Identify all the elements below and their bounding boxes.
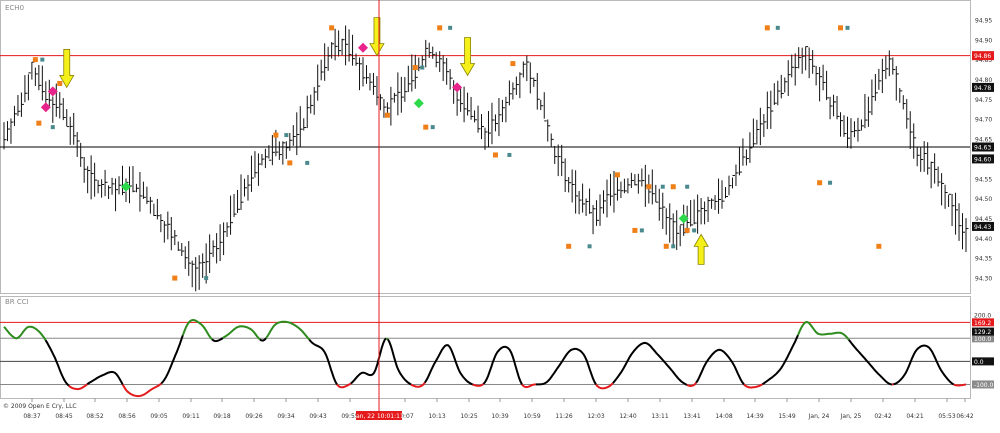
time-tick-label: 14:39 — [746, 413, 763, 420]
orange-marker — [273, 133, 278, 138]
teal-marker — [828, 181, 832, 185]
orange-marker — [646, 184, 651, 189]
teal-marker — [284, 133, 288, 137]
orange-marker — [413, 65, 418, 70]
orange-marker — [817, 180, 822, 185]
teal-marker — [640, 228, 644, 232]
teal-marker — [40, 58, 44, 62]
time-tick-label: 04:21 — [906, 413, 923, 420]
price-tick-label: 94.95 — [975, 17, 992, 24]
time-tick-label: 13:41 — [683, 413, 700, 420]
time-tick-label: 05:53 — [938, 413, 955, 420]
time-tick-label: Jan, 24 — [808, 413, 830, 420]
orange-marker — [57, 81, 62, 86]
teal-marker — [776, 26, 780, 30]
price-label-text: 94.43 — [974, 224, 991, 231]
time-tick-label: 08:45 — [55, 413, 72, 420]
time-tick-label: 09:43 — [309, 413, 326, 420]
cci-tick-label: 100.0 — [974, 336, 991, 343]
price-label-text: 94.78 — [974, 85, 991, 92]
time-tick-label: 10:39 — [491, 413, 508, 420]
orange-marker — [876, 244, 881, 249]
orange-marker — [287, 160, 292, 165]
teal-marker — [588, 244, 592, 248]
price-tick-label: 94.50 — [975, 196, 992, 203]
cci-tick-label: 0.0 — [974, 359, 984, 366]
cci-panel-title: BR CCI — [5, 298, 29, 306]
orange-marker — [437, 25, 442, 30]
teal-marker — [204, 276, 208, 280]
price-tick-label: 94.35 — [975, 256, 992, 263]
time-tick-label: 10:25 — [460, 413, 477, 420]
time-tick-label: 09:26 — [245, 413, 262, 420]
time-tick-label: 08:56 — [118, 413, 135, 420]
orange-marker — [566, 244, 571, 249]
time-tick-label: 09:34 — [277, 413, 294, 420]
cci-value-label: 169.2 — [974, 320, 991, 327]
time-tick-label: 06:42 — [956, 413, 973, 420]
teal-marker — [420, 66, 424, 70]
teal-marker — [685, 185, 689, 189]
time-tick-label: 09:05 — [150, 413, 167, 420]
price-tick-label: 94.55 — [975, 176, 992, 183]
teal-marker — [51, 125, 55, 129]
teal-marker — [448, 26, 452, 30]
cci-value-label: 129.2 — [974, 329, 991, 336]
time-tick-label: 10:59 — [523, 413, 540, 420]
price-panel-title: ECH0 — [5, 4, 24, 12]
price-tick-label: 94.75 — [975, 97, 992, 104]
teal-marker — [305, 161, 309, 165]
orange-marker — [385, 113, 390, 118]
price-label-text: 94.60 — [974, 156, 991, 163]
orange-marker — [493, 152, 498, 157]
price-tick-label: 94.70 — [975, 117, 992, 124]
time-tick-label: Jan, 25 — [840, 413, 862, 420]
orange-marker — [685, 228, 690, 233]
price-label-text: 94.86 — [974, 53, 991, 60]
teal-marker — [692, 228, 696, 232]
orange-marker — [172, 276, 177, 281]
orange-marker — [671, 184, 676, 189]
time-tick-label: 14:08 — [715, 413, 732, 420]
orange-marker — [423, 125, 428, 130]
time-tick-label: 13:11 — [651, 413, 668, 420]
price-tick-label: 94.40 — [975, 236, 992, 243]
orange-marker — [632, 228, 637, 233]
orange-marker — [510, 61, 515, 66]
orange-marker — [664, 244, 669, 249]
time-tick-label: 08:52 — [86, 413, 103, 420]
time-tick-label: 11:26 — [555, 413, 572, 420]
orange-marker — [615, 172, 620, 177]
cci-line-segment — [954, 385, 966, 386]
time-tick-label: 15:49 — [778, 413, 795, 420]
price-tick-label: 94.90 — [975, 37, 992, 44]
time-tick-label: 02:42 — [874, 413, 891, 420]
teal-marker — [845, 26, 849, 30]
price-label-text: 94.63 — [974, 145, 991, 152]
teal-marker — [671, 244, 675, 248]
cci-line-segment — [386, 338, 388, 339]
time-tick-label: 10:13 — [428, 413, 445, 420]
time-tick-label: 12:40 — [619, 413, 636, 420]
time-tick-label: 09:18 — [213, 413, 230, 420]
teal-marker — [431, 125, 435, 129]
time-tick-label: 09:11 — [182, 413, 199, 420]
cursor-time-label: Jan, 22 10:01:11 — [353, 413, 404, 420]
time-tick-label: 12:03 — [587, 413, 604, 420]
orange-marker — [329, 25, 334, 30]
copyright-text: © 2009 Open E Cry, LLC — [3, 403, 77, 410]
orange-marker — [838, 25, 843, 30]
price-tick-label: 94.30 — [975, 276, 992, 283]
teal-marker — [507, 153, 511, 157]
orange-marker — [36, 121, 41, 126]
time-tick-label: 08:37 — [23, 413, 40, 420]
orange-marker — [33, 57, 38, 62]
teal-marker — [661, 185, 665, 189]
cci-tick-label: -100.0 — [974, 382, 994, 389]
orange-marker — [765, 25, 770, 30]
